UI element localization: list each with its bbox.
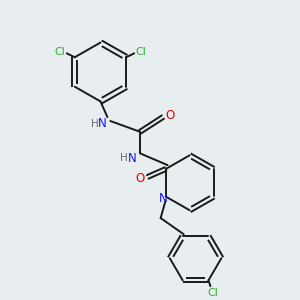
Text: O: O <box>135 172 145 185</box>
Text: Cl: Cl <box>54 47 65 57</box>
Text: Cl: Cl <box>207 288 218 298</box>
Text: N: N <box>159 192 168 205</box>
Text: O: O <box>165 109 174 122</box>
Text: H: H <box>120 153 128 163</box>
Text: Cl: Cl <box>136 47 146 57</box>
Text: H: H <box>91 119 98 129</box>
Text: N: N <box>128 152 136 165</box>
Text: N: N <box>98 117 107 130</box>
